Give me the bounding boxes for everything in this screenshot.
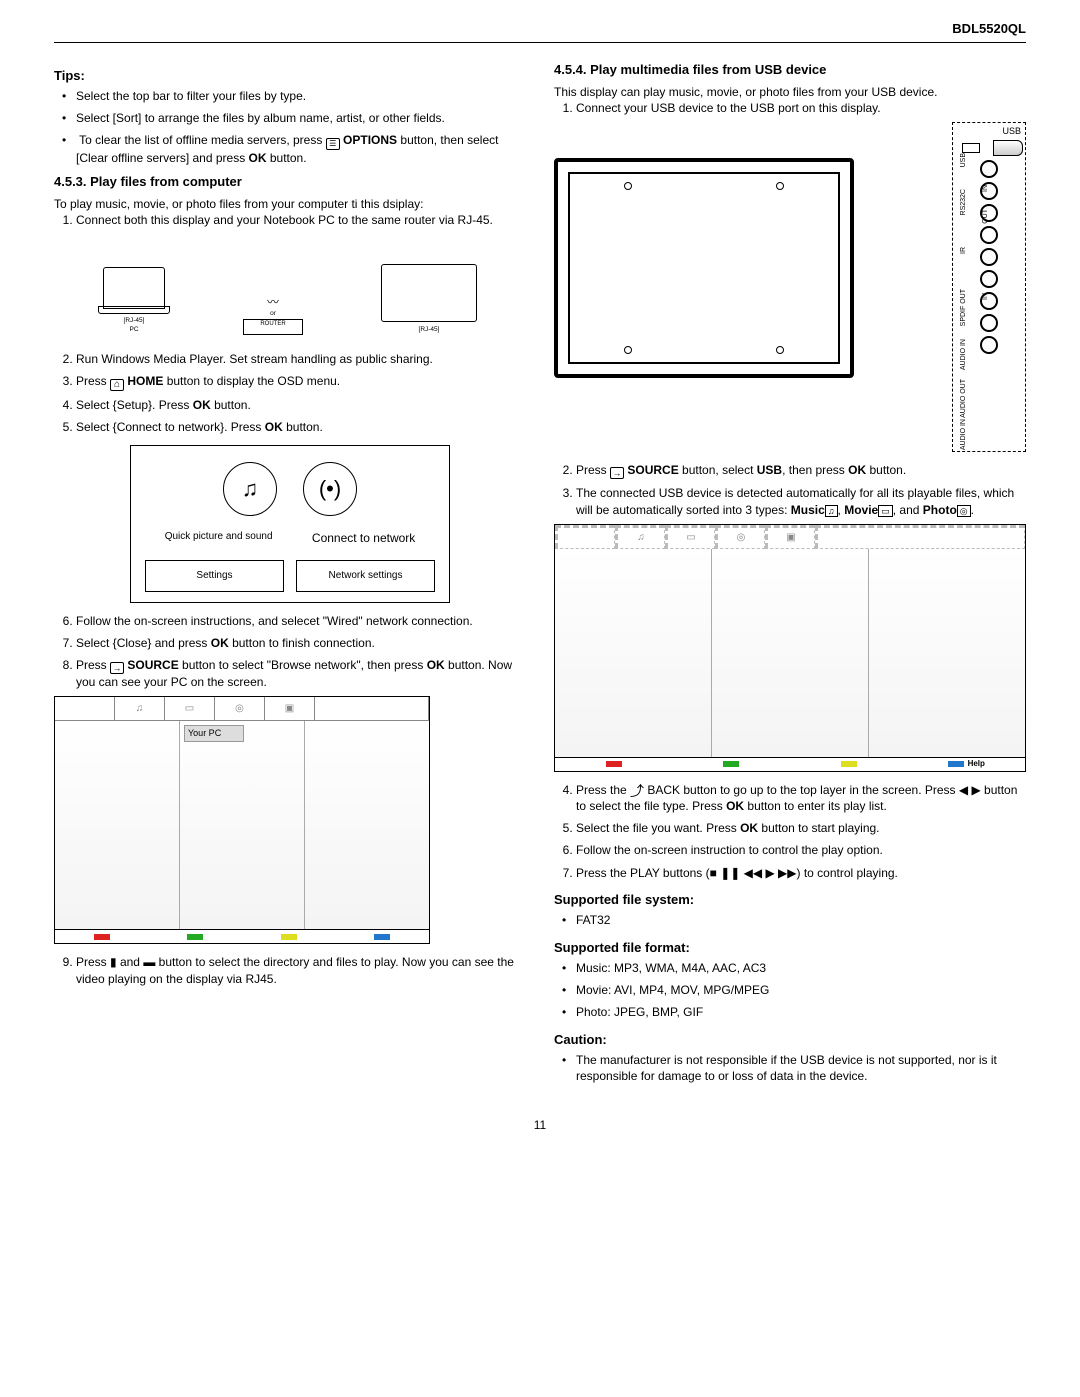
tips-heading: Tips: (54, 67, 526, 85)
section-454-heading: 4.5.4. Play multimedia files from USB de… (554, 61, 1026, 79)
left-column: Tips: Select the top bar to filter your … (54, 57, 526, 1091)
page-number: 11 (54, 1117, 1026, 1133)
audio-in-port-icon (980, 270, 998, 288)
spdif-port-icon (980, 248, 998, 266)
settings-button: Settings (145, 560, 284, 592)
laptop-icon (103, 267, 165, 309)
step: Run Windows Media Player. Set stream han… (76, 351, 526, 367)
up-icon: ▮ (110, 955, 117, 969)
source-icon (610, 467, 624, 479)
step: Press the PLAY buttons (■ ❚❚ ◀◀ ▶ ▶▶) to… (576, 865, 1026, 881)
play-icons: ■ ❚❚ ◀◀ ▶ ▶▶ (710, 866, 797, 880)
step: Select the file you want. Press OK butto… (576, 820, 1026, 836)
folder-tab-icon: ▣ (265, 697, 315, 721)
osd-label: Connect to network (312, 530, 415, 546)
home-icon (110, 379, 124, 391)
port-panel: USB USB RS232C IN OUT IR SPDIF (952, 122, 1026, 452)
movie-tab-icon: ▭ (165, 697, 215, 721)
rj45-diagram: [RJ-45] PC 〰 or ROUTER [RJ-45] (54, 235, 526, 341)
tv-icon (381, 264, 477, 322)
music-tab-icon: ♫ (115, 697, 165, 721)
tip-item: Select the top bar to filter your files … (76, 88, 526, 104)
down-icon: ▬ (143, 955, 155, 969)
back-icon (630, 786, 644, 798)
rs232c-in-port-icon (980, 160, 998, 178)
step: Follow the on-screen instructions, and s… (76, 613, 526, 629)
step: Press SOURCE button to select "Browse ne… (76, 657, 526, 690)
osd-label: Quick picture and sound (165, 530, 273, 546)
section-453-heading: 4.5.3. Play files from computer (54, 173, 526, 191)
connect-network-icon: (•) (303, 462, 357, 516)
osd-menu-diagram: ♫ (•) Quick picture and sound Connect to… (130, 445, 450, 603)
ir-out-port-icon (980, 226, 998, 244)
your-pc-label: Your PC (184, 725, 244, 741)
usb-stick-icon (993, 140, 1023, 156)
photo-icon: ◎ (957, 505, 971, 517)
wifi-icon: 〰 (243, 294, 303, 310)
step: Connect your USB device to the USB port … (576, 100, 1026, 116)
step: Press SOURCE button, select USB, then pr… (576, 462, 1026, 479)
usb-media-diagram: ♫ ▭ ◎ ▣ Help (554, 524, 1026, 772)
step: Select {Close} and press OK button to fi… (76, 635, 526, 651)
audio-in3-port-icon (980, 336, 998, 354)
sfs-heading: Supported file system: (554, 891, 1026, 909)
tip-item: Select [Sort] to arrange the files by al… (76, 110, 526, 126)
movie-icon: ▭ (878, 505, 893, 517)
section-453-intro: To play music, movie, or photo files fro… (54, 196, 526, 212)
usb-connection-diagram: USB USB RS232C IN OUT IR SPDIF (554, 122, 1026, 452)
step: Press the BACK button to go up to the to… (576, 782, 1026, 814)
step: Press HOME button to display the OSD men… (76, 373, 526, 391)
two-column-layout: Tips: Select the top bar to filter your … (54, 57, 1026, 1091)
step: Select {Connect to network}. Press OK bu… (76, 419, 526, 435)
music-icon: ♫ (825, 505, 838, 517)
photo-tab-icon: ◎ (715, 525, 765, 549)
audio-in2-port-icon (980, 314, 998, 332)
section-454-intro: This display can play music, movie, or p… (554, 84, 1026, 100)
tips-list: Select the top bar to filter your files … (54, 88, 526, 167)
color-bar: Help (555, 757, 1025, 771)
step: Press ▮ and ▬ button to select the direc… (76, 954, 526, 986)
steps-453-cont2: Follow the on-screen instructions, and s… (54, 613, 526, 691)
model-number: BDL5520QL (54, 20, 1026, 38)
tip-item: To clear the list of offline media serve… (76, 132, 526, 166)
source-icon (110, 662, 124, 674)
network-settings-button: Network settings (296, 560, 435, 592)
router-icon: ROUTER (243, 319, 303, 335)
sfs-item: FAT32 (576, 912, 1026, 928)
right-column: 4.5.4. Play multimedia files from USB de… (554, 57, 1026, 1091)
photo-tab-icon: ◎ (215, 697, 265, 721)
tv-back-icon (554, 158, 854, 378)
steps-453-cont3: Press ▮ and ▬ button to select the direc… (54, 954, 526, 986)
folder-tab-icon: ▣ (765, 525, 815, 549)
step: Select {Setup}. Press OK button. (76, 397, 526, 413)
step: Follow the on-screen instruction to cont… (576, 842, 1026, 858)
sff-item: Movie: AVI, MP4, MOV, MPG/MPEG (576, 982, 1026, 998)
caution-item: The manufacturer is not responsible if t… (576, 1052, 1026, 1084)
top-rule (54, 42, 1026, 43)
steps-454-cont: Press SOURCE button, select USB, then pr… (554, 462, 1026, 517)
usb-port-icon (962, 143, 980, 153)
sff-heading: Supported file format: (554, 939, 1026, 957)
quick-picture-icon: ♫ (223, 462, 277, 516)
help-label: Help (968, 759, 985, 770)
step: Connect both this display and your Noteb… (76, 212, 526, 228)
browse-network-diagram: ♫ ▭ ◎ ▣ Your PC (54, 696, 430, 944)
step: The connected USB device is detected aut… (576, 485, 1026, 517)
steps-454-cont2: Press the BACK button to go up to the to… (554, 782, 1026, 881)
movie-tab-icon: ▭ (665, 525, 715, 549)
sff-item: Photo: JPEG, BMP, GIF (576, 1004, 1026, 1020)
color-bar (55, 929, 429, 943)
steps-454: Connect your USB device to the USB port … (554, 100, 1026, 116)
options-icon (326, 138, 340, 150)
music-tab-icon: ♫ (615, 525, 665, 549)
caution-heading: Caution: (554, 1031, 1026, 1049)
steps-453: Connect both this display and your Noteb… (54, 212, 526, 228)
sff-item: Music: MP3, WMA, M4A, AAC, AC3 (576, 960, 1026, 976)
left-icon: ◀ ▶ (959, 783, 981, 797)
steps-453-cont: Run Windows Media Player. Set stream han… (54, 351, 526, 436)
